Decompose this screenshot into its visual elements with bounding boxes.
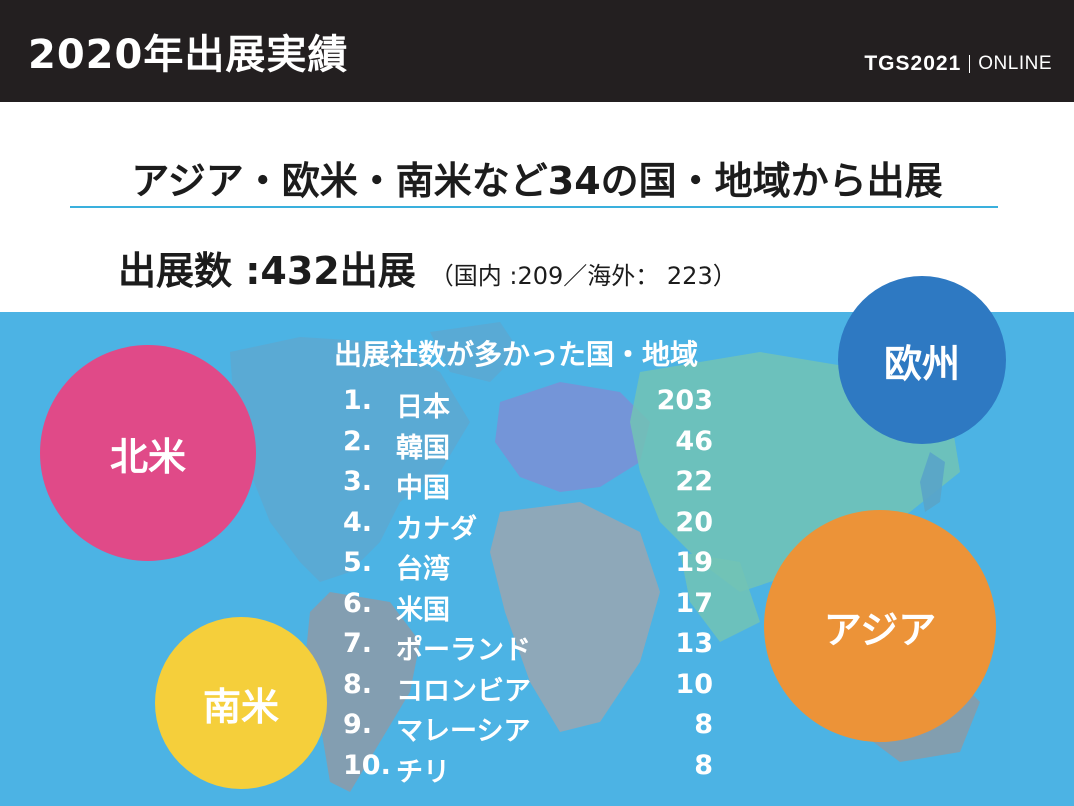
brand-logo: TGS2021 — [864, 52, 962, 75]
ranking-rank: 5. — [343, 547, 373, 578]
map-north-america — [230, 337, 470, 582]
exhibit-count-total: 出展数 :432出展 — [118, 249, 416, 293]
ranking-count: 8 — [694, 709, 713, 740]
map-japan — [920, 452, 945, 512]
ranking-count: 13 — [675, 628, 713, 659]
ranking-country: チリ — [396, 756, 450, 788]
ranking-row: 3. 中国 22 — [343, 466, 713, 506]
brand: TGS2021 ONLINE — [864, 52, 1052, 76]
map-south-america — [305, 592, 420, 792]
ranking-row: 4. カナダ 20 — [343, 507, 713, 547]
page-title: 2020年出展実績 — [28, 32, 349, 78]
ranking-country: 中国 — [396, 473, 450, 504]
ranking-rank: 1. — [343, 385, 373, 416]
ranking-count: 20 — [675, 506, 713, 538]
map-south-asia — [680, 552, 760, 642]
ranking-row: 1. 日本 203 — [343, 385, 713, 425]
region-circle-north-america: 北米 — [40, 345, 256, 561]
brand-subtitle: ONLINE — [978, 53, 1052, 74]
ranking-count: 17 — [675, 587, 713, 619]
ranking-country: 韓国 — [396, 432, 450, 464]
ranking-rank: 10. — [343, 749, 391, 781]
ranking-row: 8. コロンビア 10 — [343, 669, 713, 709]
ranking-row: 6. 米国 17 — [343, 588, 713, 628]
ranking-country: 日本 — [396, 392, 450, 423]
ranking-row: 2. 韓国 46 — [343, 426, 713, 466]
ranking-row: 5. 台湾 19 — [343, 547, 713, 587]
exhibit-count: 出展数 :432出展 （国内 :209／海外： 223） — [118, 240, 737, 295]
ranking-count: 8 — [694, 749, 713, 781]
ranking-rank: 9. — [343, 709, 373, 740]
ranking-count: 10 — [675, 668, 713, 700]
header-bar: 2020年出展実績 TGS2021 ONLINE — [0, 0, 1074, 102]
ranking-country: 米国 — [396, 594, 450, 626]
exhibit-count-breakdown: （国内 :209／海外： 223） — [429, 262, 737, 290]
ranking-rank: 8. — [343, 668, 373, 700]
map-greenland — [430, 322, 520, 382]
ranking-row: 7. ポーランド 13 — [343, 628, 713, 668]
region-circle-south-america: 南米 — [155, 617, 327, 789]
ranking-title: 出展社数が多かった国・地域 — [334, 338, 699, 371]
ranking-count: 203 — [656, 385, 713, 416]
headline-underline — [70, 206, 998, 208]
map-africa — [490, 502, 660, 732]
brand-divider — [969, 55, 971, 73]
ranking-country: コロンビア — [396, 675, 531, 707]
ranking-row: 9. マレーシア 8 — [343, 709, 713, 749]
map-europe — [495, 382, 650, 492]
ranking-count: 46 — [675, 425, 713, 457]
headline: アジア・欧米・南米など34の国・地域から出展 — [131, 159, 943, 203]
ranking-rank: 7. — [343, 628, 373, 659]
ranking-country: カナダ — [396, 513, 477, 545]
region-circle-asia: アジア — [764, 510, 996, 742]
region-circle-europe: 欧州 — [838, 276, 1006, 444]
ranking-rank: 6. — [343, 587, 373, 619]
ranking-row: 10. チリ 8 — [343, 750, 713, 790]
ranking-country: ポーランド — [396, 635, 531, 666]
ranking-count: 19 — [675, 547, 713, 578]
ranking-country: マレーシア — [396, 716, 531, 747]
ranking-rank: 3. — [343, 466, 373, 497]
ranking-count: 22 — [675, 466, 713, 497]
ranking-rank: 2. — [343, 425, 373, 457]
ranking-rank: 4. — [343, 506, 373, 538]
ranking-country: 台湾 — [396, 554, 450, 585]
